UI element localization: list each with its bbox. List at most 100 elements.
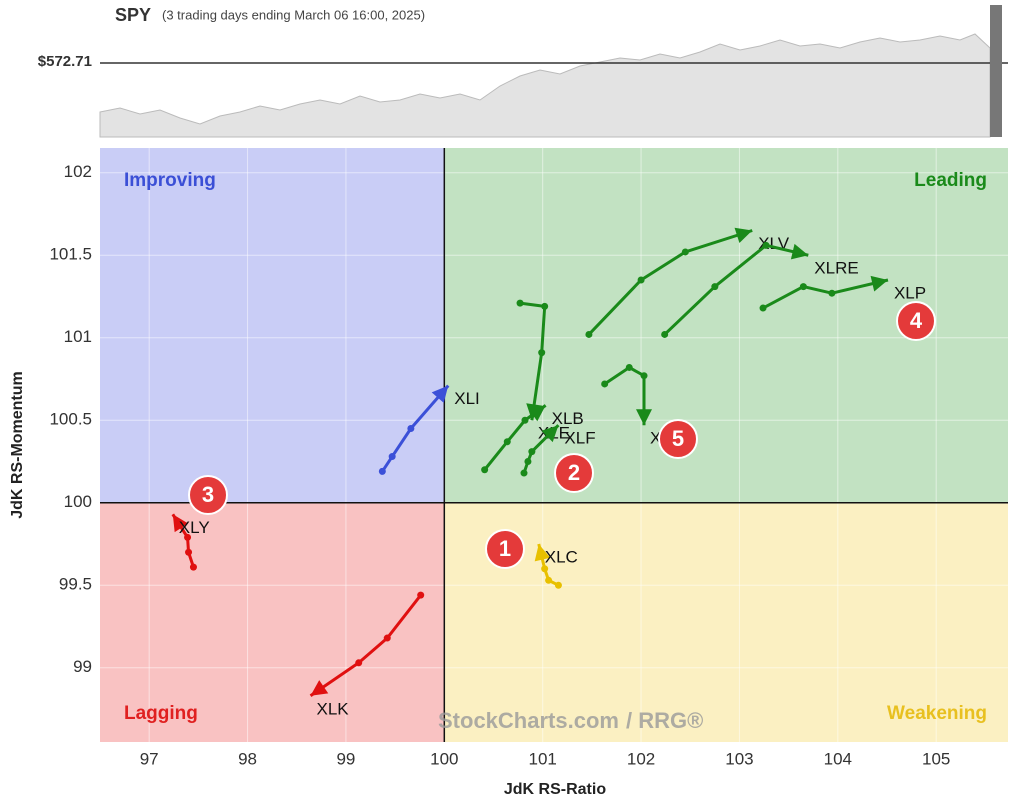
tail-point <box>601 380 609 388</box>
tail-point <box>640 372 648 380</box>
tail-head <box>636 409 653 426</box>
tail-point <box>407 425 415 432</box>
spy-symbol: SPY <box>115 5 151 25</box>
tail-line <box>309 594 422 698</box>
badge-number: 1 <box>499 536 511 561</box>
spy-subtitle: (3 trading days ending March 06 16:00, 2… <box>162 7 425 22</box>
quadrant-improving <box>100 148 445 503</box>
quadrant-weakening <box>444 502 1008 742</box>
quadrant-label: Weakening <box>887 703 987 724</box>
y-tick-label: 99.5 <box>59 575 92 594</box>
tail-point <box>184 533 192 541</box>
price-label: $572.71 <box>38 53 92 70</box>
tail-point <box>388 453 396 461</box>
x-tick-label: 98 <box>238 749 257 768</box>
tail-point <box>378 467 386 475</box>
tail-head <box>172 514 189 533</box>
x-tick-label: 99 <box>336 749 355 768</box>
badge-number: 2 <box>568 460 580 485</box>
tail-head <box>431 385 449 403</box>
badge <box>188 475 228 515</box>
tail-point <box>759 304 767 312</box>
tail-point <box>521 416 529 424</box>
tail-point <box>189 563 197 571</box>
tail-point <box>541 302 549 310</box>
watermark-suffix: / RRG® <box>626 708 703 733</box>
badge-number: 3 <box>202 482 214 507</box>
tail-head <box>734 227 753 244</box>
x-tick-label: 104 <box>824 749 852 768</box>
badge-number: 4 <box>910 308 923 333</box>
tail-point <box>637 276 645 284</box>
y-tick-label: 99 <box>73 657 92 676</box>
tail-line <box>587 229 753 336</box>
series-label: XLY <box>179 518 210 537</box>
tail-head <box>790 243 809 260</box>
y-tick-label: 101 <box>64 327 92 346</box>
tail-point <box>661 330 669 338</box>
tail-point <box>554 581 562 589</box>
x-tick-label: 100 <box>430 749 458 768</box>
y-tick-label: 100.5 <box>49 410 92 429</box>
tail-line <box>522 424 560 474</box>
badge <box>554 453 594 493</box>
badge <box>485 529 525 569</box>
series-label: XLC <box>545 547 578 566</box>
tail-line <box>663 243 809 336</box>
badge-number: 5 <box>672 426 684 451</box>
quadrant-label: Improving <box>124 170 216 191</box>
tail-point <box>528 448 536 456</box>
tail-line <box>762 278 889 310</box>
tail-point <box>481 466 489 474</box>
tail-head <box>310 680 329 696</box>
x-tick-label: 103 <box>725 749 753 768</box>
tail-head <box>541 425 559 443</box>
badge <box>896 301 936 341</box>
tail-point <box>545 576 553 584</box>
tail-point <box>762 241 770 249</box>
tail-point <box>585 330 593 338</box>
quadrant-label: Leading <box>914 170 987 191</box>
tail-head <box>527 405 546 422</box>
tail-point <box>417 591 425 599</box>
tail-point <box>355 659 363 667</box>
tail-head <box>534 544 551 562</box>
tail-point <box>541 565 549 573</box>
y-axis-label: JdK RS-Momentum <box>9 371 26 519</box>
series-label: XLRE <box>814 259 858 278</box>
tail-point <box>828 289 836 297</box>
y-tick-label: 101.5 <box>49 245 92 264</box>
tail-point <box>799 283 807 291</box>
x-tick-label: 101 <box>528 749 556 768</box>
tail-point <box>711 283 719 291</box>
x-axis-label: JdK RS-Ratio <box>504 781 606 798</box>
y-tick-label: 102 <box>64 162 92 181</box>
tail-point <box>383 634 391 642</box>
period-marker <box>990 5 1002 137</box>
series-label: XLP <box>894 283 926 302</box>
quadrant-lagging <box>100 502 445 742</box>
watermark: StockCharts.com <box>438 708 619 733</box>
tail-line <box>381 384 450 473</box>
x-tick-label: 105 <box>922 749 950 768</box>
quadrant-label: Lagging <box>124 703 198 724</box>
series-label: XLB <box>552 409 584 428</box>
series-label: XLI <box>454 389 480 408</box>
y-tick-label: 100 <box>64 492 92 511</box>
tail-point <box>185 548 193 556</box>
tail-point <box>538 349 546 357</box>
badge <box>658 419 698 459</box>
spy-sparkline <box>99 33 991 138</box>
tail-point <box>681 248 689 256</box>
series-label: XLF <box>564 429 595 448</box>
tail-point <box>625 363 633 371</box>
tail-line <box>519 301 547 421</box>
x-tick-label: 97 <box>140 749 159 768</box>
tail-head <box>870 275 888 292</box>
tail-point <box>503 438 511 446</box>
tail-point <box>516 299 524 307</box>
tail-point <box>520 469 528 477</box>
tail-line <box>603 365 646 426</box>
plot-area: 97 98 99 100 101 102 103 104 105 99 99.5 100 100.5 10… <box>49 148 1008 768</box>
